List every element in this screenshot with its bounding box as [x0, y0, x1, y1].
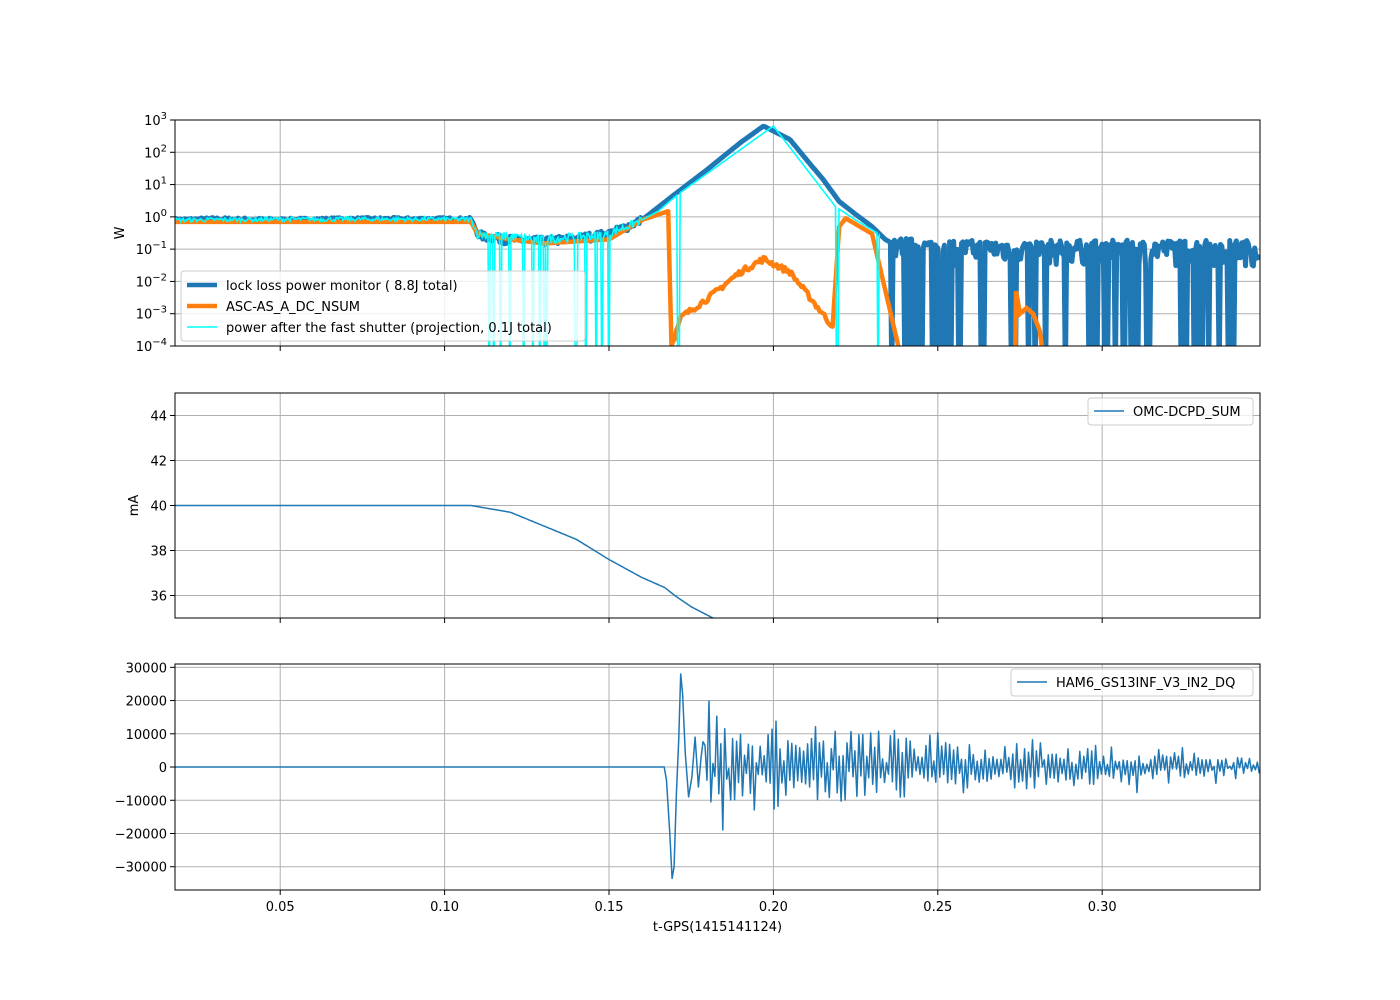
dcpd-axes: 36 38 40 42 44 mA OMC-DCPD_SUM: [127, 392, 1261, 623]
legend-label: lock loss power monitor ( 8.8J total): [226, 279, 458, 294]
series-nsum-line: [175, 208, 901, 346]
legend-label: OMC-DCPD_SUM: [1133, 405, 1241, 420]
x-tick-label: 0.25: [923, 900, 952, 915]
series-nsum-tail: [1013, 290, 1045, 346]
y-tick-label: 10−1: [136, 240, 167, 258]
y-tick-label: 10000: [126, 728, 167, 743]
axes-frame: [174, 663, 1261, 891]
x-axis-label: t-GPS(1415141124): [653, 920, 782, 935]
y-tick-label: 38: [150, 545, 167, 560]
y-tick-label: 44: [150, 410, 167, 425]
y-tick-label: 20000: [126, 695, 167, 710]
legend: OMC-DCPD_SUM: [1087, 397, 1254, 426]
y-tick-label: 102: [144, 143, 167, 161]
series-gs13-line: [175, 673, 1260, 880]
x-tick-label: 0.05: [266, 900, 295, 915]
y-tick-label: −20000: [115, 828, 167, 843]
y-tick-label: 103: [144, 111, 167, 129]
legend-box: [1010, 668, 1254, 697]
legend-label: ASC-AS_A_DC_NSUM: [226, 300, 360, 315]
series-dcpd-line: [175, 504, 716, 618]
y-tick-label: 10−4: [136, 337, 167, 355]
y-tick-label: 101: [144, 176, 167, 194]
legend: lock loss power monitor ( 8.8J total) ASC…: [180, 270, 586, 342]
legend: HAM6_GS13INF_V3_IN2_DQ: [1010, 668, 1254, 697]
y-tick-label: 40: [150, 500, 167, 515]
y-tick-label: 0: [159, 761, 167, 776]
x-tick-label: 0.15: [595, 900, 624, 915]
y-tick-label: 100: [144, 208, 167, 226]
legend-box: [180, 270, 586, 342]
y-tick-label: 30000: [126, 661, 167, 676]
y-tick-label: 10−2: [136, 272, 167, 290]
legend-label: power after the fast shutter (projection…: [226, 321, 552, 336]
x-tick-label: 0.30: [1088, 900, 1117, 915]
legend-label: HAM6_GS13INF_V3_IN2_DQ: [1056, 676, 1235, 691]
x-tick-label: 0.20: [759, 900, 788, 915]
y-axis-label: W: [113, 226, 128, 239]
y-tick-label: 36: [150, 590, 167, 605]
x-tick-label: 0.10: [430, 900, 459, 915]
y-axis-label: mA: [127, 495, 142, 517]
axes-frame: [174, 392, 1261, 619]
axes-frame: [174, 119, 1261, 347]
y-tick-label: −10000: [115, 794, 167, 809]
series-shutter-line: [175, 124, 881, 346]
y-tick-label: −30000: [115, 861, 167, 876]
legend-box: [1087, 397, 1254, 426]
y-tick-label: 10−3: [136, 305, 167, 323]
gs13-axes: 30000 20000 10000 0 −10000 −20000 −30000 0.05 0.…: [115, 661, 1261, 915]
y-tick-label: 42: [150, 455, 167, 470]
